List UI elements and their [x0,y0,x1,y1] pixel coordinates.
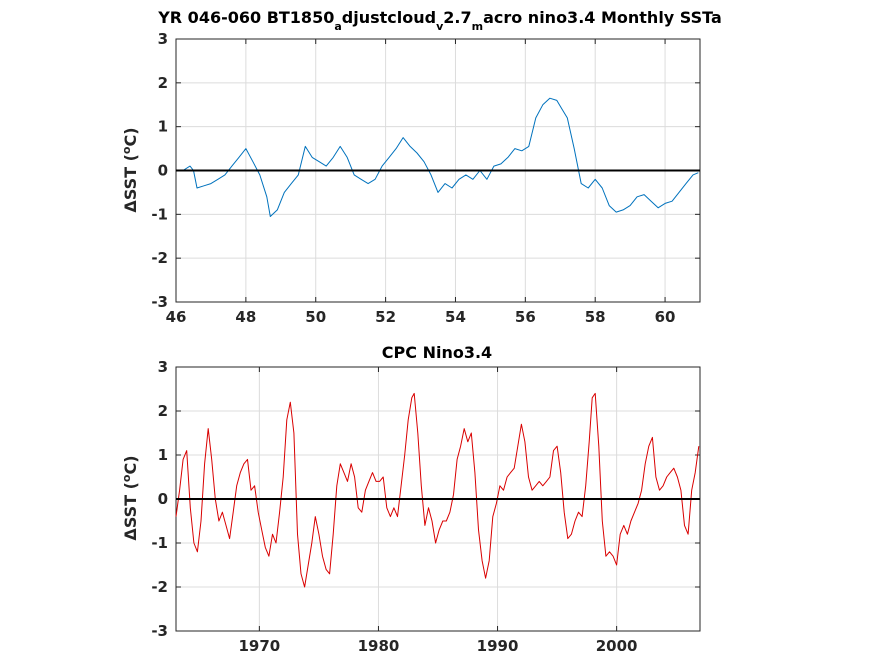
upper-y-tick-label: -3 [151,293,168,311]
upper-x-tick-label: 54 [445,308,466,326]
lower-series-line-0 [175,392,700,588]
upper-y-tick-label: -2 [151,249,168,267]
upper-axes: YR 046-060 BT1850adjustcloudv2.7macro ni… [120,8,722,326]
upper-y-axis-label: ΔSST (oC) [120,127,140,212]
lower-y-tick-label: 1 [158,446,168,464]
upper-x-tick-label: 48 [235,308,256,326]
lower-title: CPC Nino3.4 [382,343,492,362]
lower-x-tick-label: 1990 [477,637,519,655]
upper-y-tick-label: 0 [158,162,168,180]
lower-y-axis-label: ΔSST (oC) [120,455,140,540]
lower-y-tick-label: 3 [158,358,168,376]
lower-axes: CPC Nino3.4 ΔSST (oC) 1970 1980 1990 2000 -3… [120,343,701,655]
lower-x-tick-label: 1980 [358,637,400,655]
lower-x-tick-label: 1970 [238,637,280,655]
lower-y-tick-label: -1 [151,534,168,552]
lower-x-tick-label: 2000 [596,637,638,655]
lower-y-tick-label: 2 [158,402,168,420]
upper-title: YR 046-060 BT1850adjustcloudv2.7macro ni… [157,8,722,33]
upper-y-tick-label: -1 [151,205,168,223]
upper-y-tick-label: 2 [158,74,168,92]
upper-x-tick-label: 60 [655,308,676,326]
upper-x-tick-label: 56 [515,308,536,326]
lower-y-tick-label: -3 [151,622,168,640]
lower-y-tick-label: -2 [151,578,168,596]
upper-x-tick-label: 46 [166,308,187,326]
upper-x-tick-label: 52 [375,308,396,326]
upper-x-tick-label: 58 [585,308,606,326]
upper-y-tick-label: 1 [158,118,168,136]
upper-series-line-0 [182,97,699,217]
upper-y-tick-label: 3 [158,30,168,48]
lower-y-tick-label: 0 [158,490,168,508]
upper-x-tick-label: 50 [305,308,326,326]
